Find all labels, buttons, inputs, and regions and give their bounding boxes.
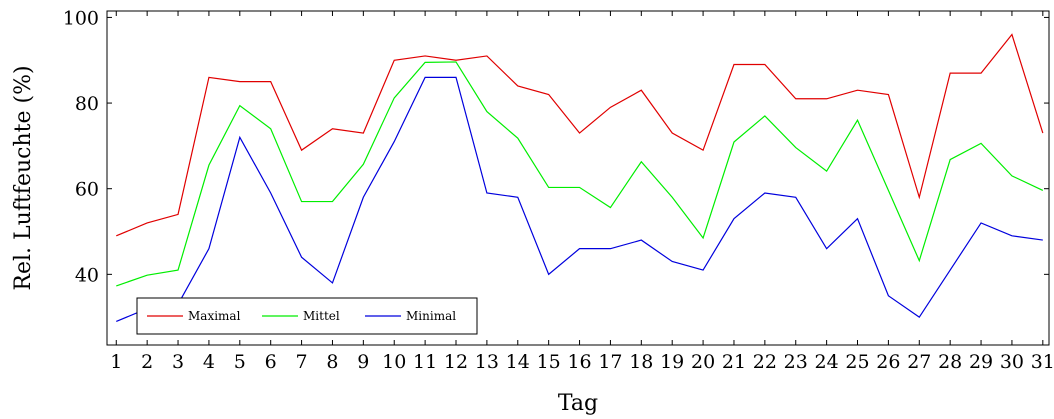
x-tick-label: 24 (815, 351, 839, 373)
legend: Maximal Mittel Minimal (136, 297, 478, 335)
y-tick-label: 60 (75, 179, 99, 201)
x-tick-label: 27 (907, 351, 931, 373)
x-tick-label: 15 (537, 351, 561, 373)
x-tick-label: 26 (876, 351, 900, 373)
x-tick-label: 29 (969, 351, 993, 373)
x-tick-label: 28 (938, 351, 962, 373)
x-tick-label: 10 (382, 351, 406, 373)
x-tick-label: 6 (265, 351, 277, 373)
x-tick-label: 12 (444, 351, 468, 373)
x-tick-label: 17 (598, 351, 622, 373)
x-tick-label: 19 (660, 351, 684, 373)
legend-box (136, 297, 478, 335)
legend-label-minimal: Minimal (406, 309, 456, 323)
x-tick-label: 9 (357, 351, 369, 373)
x-tick-label: 21 (722, 351, 746, 373)
x-tick-label: 20 (691, 351, 715, 373)
x-tick-label: 4 (203, 351, 215, 373)
tick-group: 1 2 3 4 5 6 7 8 9 10 11 12 13 14 15 16 17 18 19 20 21 22 23 24 2… (63, 7, 1054, 373)
legend-label-mittel: Mittel (303, 309, 340, 323)
x-tick-label: 13 (475, 351, 499, 373)
x-tick-label: 5 (234, 351, 246, 373)
x-tick-label: 1 (110, 351, 122, 373)
x-tick-label: 3 (172, 351, 184, 373)
y-tick-label: 80 (75, 93, 99, 115)
y-axis-title: Rel. Luftfeuchte (%) (11, 65, 36, 290)
series-line-mittel (116, 61, 1044, 287)
x-tick-label: 25 (845, 351, 869, 373)
x-tick-label: 18 (629, 351, 653, 373)
x-tick-label: 2 (141, 351, 153, 373)
x-tick-label: 14 (506, 351, 530, 373)
series-line-minimal (116, 76, 1043, 323)
y-tick-label: 100 (63, 7, 99, 29)
x-tick-label: 22 (753, 351, 777, 373)
x-tick-label: 30 (1000, 351, 1024, 373)
series-line-maximal (116, 33, 1044, 237)
x-tick-label: 8 (326, 351, 338, 373)
y-tick-label: 40 (75, 264, 99, 286)
x-tick-label: 23 (784, 351, 808, 373)
x-axis-title: Tag (558, 391, 598, 416)
plot-frame (106, 10, 1050, 346)
x-tick-label: 16 (567, 351, 591, 373)
x-tick-label: 11 (413, 351, 437, 373)
x-tick-label: 7 (296, 351, 308, 373)
legend-label-maximal: Maximal (188, 309, 241, 323)
series-group (116, 33, 1044, 323)
x-tick-label: 31 (1031, 351, 1054, 373)
